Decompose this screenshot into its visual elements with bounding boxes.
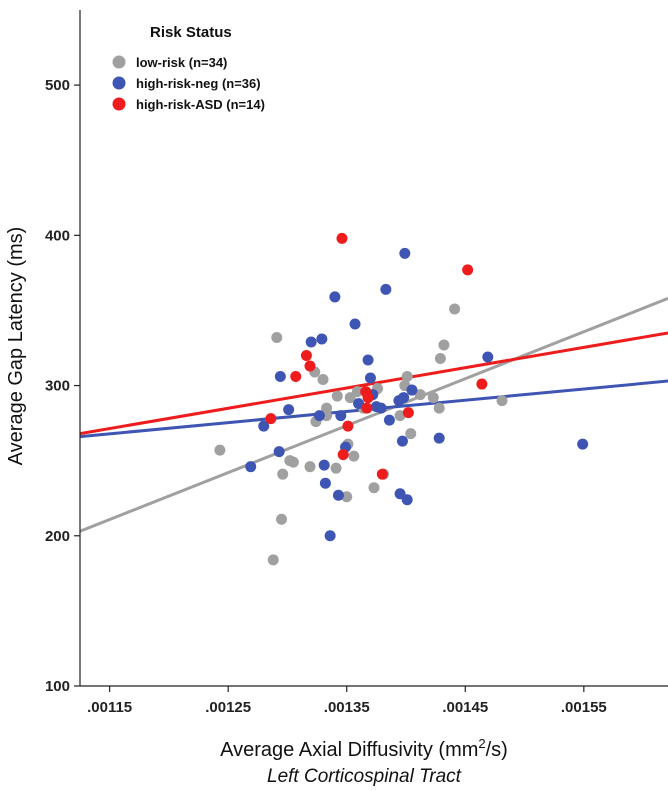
data-point-series-2 [318, 459, 330, 471]
data-point-series-3 [342, 420, 354, 432]
data-point-series-3 [362, 392, 374, 404]
fit-line-3 [80, 331, 668, 436]
data-point-series-1 [276, 513, 288, 525]
data-point-series-1 [368, 482, 380, 494]
data-point-series-1 [405, 428, 417, 440]
data-point-series-3 [376, 468, 388, 480]
data-point-series-1 [331, 390, 343, 402]
data-point-series-2 [258, 420, 270, 432]
data-point-series-1 [267, 554, 279, 566]
legend: Risk Status low-risk (n=34) high-risk-neg … [112, 24, 265, 112]
data-point-series-3 [361, 402, 373, 414]
data-point-series-1 [434, 353, 446, 365]
data-point-series-2 [375, 402, 387, 414]
data-point-series-2 [433, 432, 445, 444]
fit-lines [80, 297, 668, 533]
data-point-series-1 [271, 331, 283, 343]
axes [74, 10, 668, 692]
y-tick-label: 200 [45, 528, 70, 545]
data-point-series-3 [402, 407, 414, 419]
data-point-series-1 [330, 462, 342, 474]
data-points [214, 232, 589, 566]
data-point-series-1 [317, 374, 329, 386]
data-point-series-1 [341, 491, 353, 503]
y-tick-label: 400 [45, 227, 70, 244]
x-tick-label: .00145 [442, 699, 488, 716]
data-point-series-2 [313, 410, 325, 422]
data-point-series-2 [577, 438, 589, 450]
data-point-series-3 [290, 371, 302, 383]
x-axis-sublabel: Left Corticospinal Tract [267, 766, 462, 787]
y-axis-label: Average Gap Latency (ms) [5, 227, 27, 466]
data-point-series-2 [380, 283, 392, 295]
x-axis-label-main: Average Axial Diffusivity (mm [220, 739, 478, 761]
data-point-series-1 [277, 468, 289, 480]
tick-labels: 100 200 300 400 500 .00115 .00125 .00135 .00145.… [45, 77, 607, 716]
x-tick-label: .00115 [87, 699, 132, 716]
data-point-series-2 [319, 477, 331, 489]
data-point-series-1 [287, 456, 299, 468]
x-tick-label: .00135 [324, 699, 370, 716]
data-point-series-3 [300, 350, 312, 362]
data-point-series-1 [438, 339, 450, 351]
data-point-series-2 [324, 530, 336, 542]
x-axis-label-unit: /s) [486, 739, 508, 761]
data-point-series-3 [462, 264, 474, 276]
x-axis-label-superscript: 2 [478, 736, 485, 751]
x-tick-label: .00125 [205, 699, 251, 716]
data-point-series-1 [449, 303, 461, 315]
legend-marker-2 [112, 76, 126, 90]
data-point-series-1 [427, 392, 439, 404]
data-point-series-1 [214, 444, 226, 456]
legend-label-1: low-risk (n=34) [136, 55, 227, 70]
data-point-series-2 [383, 414, 395, 426]
x-tick-label: .00155 [561, 699, 607, 716]
legend-marker-1 [112, 55, 126, 69]
data-point-series-2 [401, 494, 413, 506]
data-point-series-2 [335, 410, 347, 422]
data-point-series-1 [496, 395, 508, 407]
fit-line-1 [80, 297, 668, 533]
data-point-series-2 [245, 461, 257, 473]
data-point-series-2 [273, 446, 285, 458]
data-point-series-2 [482, 351, 494, 363]
data-point-series-1 [414, 389, 426, 401]
data-point-series-3 [265, 413, 277, 425]
data-point-series-2 [283, 404, 295, 416]
data-point-series-1 [348, 450, 360, 462]
data-point-series-1 [433, 402, 445, 414]
y-tick-label: 300 [45, 378, 70, 395]
data-point-series-1 [401, 371, 413, 383]
data-point-series-2 [305, 336, 317, 348]
data-point-series-2 [316, 333, 328, 345]
data-point-series-3 [337, 449, 349, 461]
data-point-series-1 [304, 461, 316, 473]
legend-label-2: high-risk-neg (n=36) [136, 76, 261, 91]
data-point-series-2 [406, 384, 418, 396]
data-point-series-1 [351, 386, 363, 398]
data-point-series-1 [394, 410, 406, 422]
data-point-series-2 [364, 372, 376, 384]
data-point-series-2 [399, 247, 411, 259]
data-point-series-3 [304, 360, 316, 372]
data-point-series-2 [353, 398, 365, 410]
data-point-series-2 [332, 489, 344, 501]
data-point-series-2 [274, 371, 286, 383]
y-tick-label: 100 [45, 678, 70, 695]
legend-marker-3 [112, 97, 126, 111]
data-point-series-2 [329, 291, 341, 303]
data-point-series-2 [362, 354, 374, 366]
legend-label-3: high-risk-ASD (n=14) [136, 97, 265, 112]
y-tick-label: 500 [45, 77, 70, 94]
data-point-series-2 [398, 392, 410, 404]
legend-title: Risk Status [150, 24, 232, 41]
data-point-series-3 [336, 232, 348, 244]
data-point-series-3 [476, 378, 488, 390]
data-point-series-2 [396, 435, 408, 447]
data-point-series-2 [349, 318, 361, 330]
x-axis-label: Average Axial Diffusivity (mm2/s) [220, 736, 508, 761]
